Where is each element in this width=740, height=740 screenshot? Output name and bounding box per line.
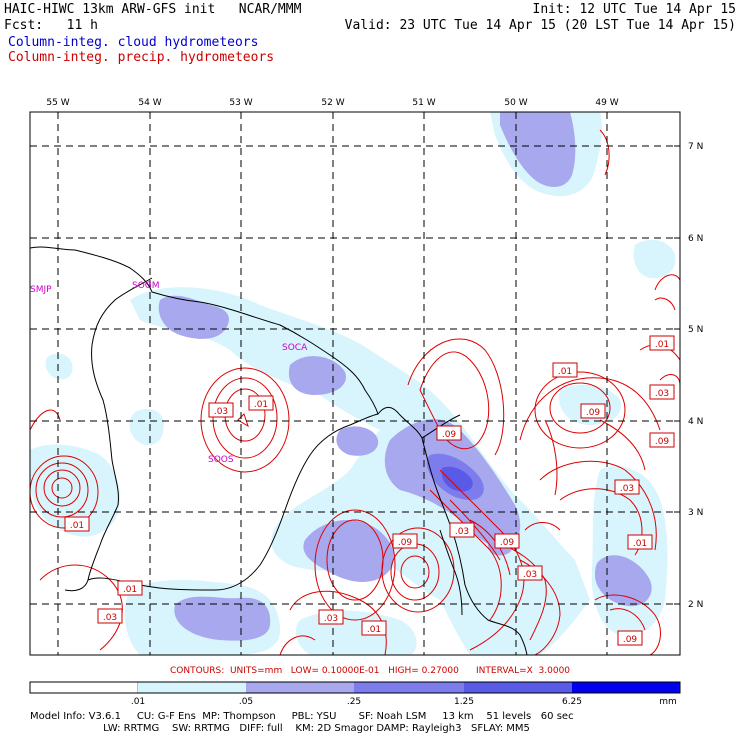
coastline-and-borders: [30, 246, 528, 655]
lat-label: 7 N: [688, 142, 703, 152]
contour-label: .03: [614, 479, 640, 495]
station-label: SOGM: [132, 281, 160, 291]
lon-label: 51 W: [412, 98, 435, 108]
latitude-labels: 7 N 6 N 5 N 4 N 3 N 2 N: [688, 142, 703, 610]
contour-label: .01: [361, 620, 387, 636]
init-time: Init: 12 UTC Tue 14 Apr 15: [532, 2, 737, 17]
contour-label: .01: [627, 534, 653, 550]
contour-label: .09: [617, 630, 643, 646]
lat-label: 5 N: [688, 325, 703, 335]
colorbar-bin: [246, 682, 354, 693]
station-label: SMJP: [30, 285, 52, 295]
colorbar-label: .25: [347, 697, 361, 707]
svg-text:.09: .09: [586, 408, 601, 418]
lat-lon-grid: [30, 112, 680, 655]
contour-label: .01: [552, 362, 578, 378]
colorbar-bin: [354, 682, 464, 693]
svg-text:.03: .03: [214, 407, 228, 417]
svg-text:.03: .03: [523, 570, 537, 580]
svg-text:.03: .03: [620, 484, 634, 494]
contour-label: .09: [494, 533, 520, 549]
svg-text:.03: .03: [455, 527, 469, 537]
colorbar-bin: [572, 682, 680, 693]
svg-text:.09: .09: [623, 635, 638, 645]
colorbar: .01 .05 .25 1.25 6.25 mm: [29, 681, 681, 707]
contour-label: .09: [649, 432, 675, 448]
map-frame: [29, 111, 681, 656]
lat-label: 4 N: [688, 417, 703, 427]
contour-label: .09: [580, 403, 606, 419]
colorbar-label: 1.25: [454, 697, 474, 707]
contour-label: .01: [248, 395, 274, 411]
svg-text:.09: .09: [655, 437, 670, 447]
contour-label: .09: [392, 533, 418, 549]
contour-info: CONTOURS: UNITS=mm LOW= 0.10000E-01 HIGH…: [169, 666, 571, 676]
model-info-line1: Model Info: V3.6.1 CU: G-F Ens MP: Thomp…: [30, 711, 574, 722]
lat-label: 2 N: [688, 600, 703, 610]
lon-label: 55 W: [46, 98, 69, 108]
svg-text:.01: .01: [123, 585, 137, 595]
lat-label: 3 N: [688, 508, 703, 518]
lon-label: 52 W: [321, 98, 344, 108]
lon-label: 49 W: [595, 98, 618, 108]
colorbar-bin: [29, 681, 139, 694]
svg-text:.01: .01: [558, 367, 572, 377]
cloud-shading: [30, 112, 676, 655]
frame-ticks: [57, 112, 680, 605]
colorbar-bin: [464, 682, 572, 693]
contour-label: .01: [117, 580, 143, 596]
svg-text:.01: .01: [254, 400, 268, 410]
svg-text:.09: .09: [500, 538, 515, 548]
precip-contours: [30, 129, 680, 655]
contour-label: .09: [436, 425, 462, 441]
colorbar-bin: [138, 682, 246, 693]
svg-text:.01: .01: [367, 625, 381, 635]
contour-label: .01: [64, 516, 90, 532]
colorbar-units: mm: [659, 697, 677, 707]
svg-text:.01: .01: [655, 340, 669, 350]
contour-label: .03: [208, 402, 234, 418]
contour-label: .03: [517, 565, 543, 581]
station-label: SOOS: [208, 455, 234, 465]
contour-label: .03: [318, 609, 344, 625]
station-labels: SMJP SOGM SOCA SOOS: [30, 281, 308, 465]
contour-label: .03: [449, 522, 475, 538]
contour-labels: .03 .01 .01 .03 .09 .09 .03 .01 .09 .09 …: [64, 335, 675, 646]
colorbar-label: 6.25: [562, 697, 582, 707]
lat-label: 6 N: [688, 234, 703, 244]
precip-legend: Column-integ. precip. hydrometeors: [8, 50, 275, 65]
svg-text:.03: .03: [103, 613, 117, 623]
valid-time: Valid: 23 UTC Tue 14 Apr 15 (20 LST Tue …: [344, 18, 736, 33]
forecast-hour: Fcst: 11 h: [4, 18, 98, 33]
contour-label: .03: [97, 608, 123, 624]
cloud-legend: Column-integ. cloud hydrometeors: [8, 35, 259, 50]
lon-label: 50 W: [504, 98, 527, 108]
svg-text:.09: .09: [398, 538, 413, 548]
longitude-labels: 55 W 54 W 53 W 52 W 51 W 50 W 49 W: [46, 98, 618, 108]
station-label: SOCA: [282, 343, 308, 353]
model-info-line2: LW: RRTMG SW: RRTMG DIFF: full KM: 2D Sm…: [30, 723, 530, 734]
contour-label: .01: [649, 335, 675, 351]
svg-text:.01: .01: [70, 521, 84, 531]
colorbar-label: .05: [239, 697, 253, 707]
lon-label: 53 W: [229, 98, 252, 108]
product-title: HAIC-HIWC 13km ARW-GFS init NCAR/MMM: [4, 2, 302, 17]
lon-label: 54 W: [138, 98, 161, 108]
svg-text:.09: .09: [442, 430, 457, 440]
colorbar-label: .01: [131, 697, 145, 707]
contour-label: .03: [649, 384, 675, 400]
svg-text:.01: .01: [633, 539, 647, 549]
svg-text:.03: .03: [324, 614, 338, 624]
svg-text:.03: .03: [655, 389, 669, 399]
